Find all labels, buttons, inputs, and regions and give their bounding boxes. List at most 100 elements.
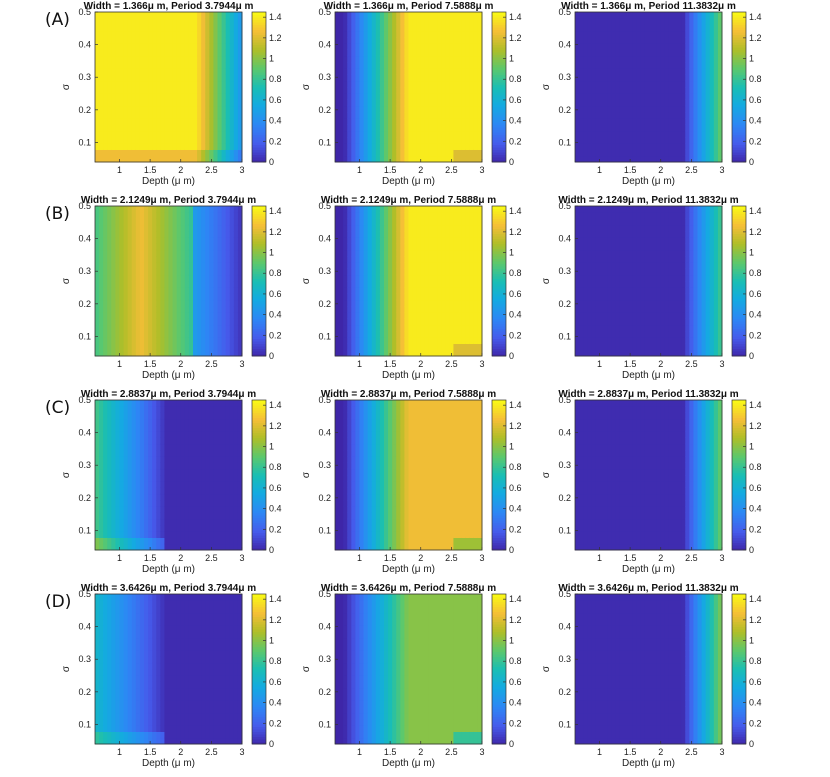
colorbar-segment <box>732 134 746 138</box>
heatmap-cell <box>172 249 178 257</box>
heatmap-cell <box>437 231 442 238</box>
heatmap-cell <box>579 218 584 226</box>
heatmap-cell <box>127 55 133 63</box>
heatmap-cell <box>160 87 165 94</box>
heatmap-cell <box>131 12 137 19</box>
heatmap-cell <box>180 149 186 157</box>
heatmap-cell <box>599 49 605 57</box>
heatmap-cell <box>115 349 120 357</box>
colorbar-segment <box>732 79 746 83</box>
heatmap-cell <box>371 268 377 276</box>
heatmap-cell <box>107 318 112 326</box>
heatmap-cell <box>660 143 666 150</box>
heatmap-cell <box>457 218 463 226</box>
heatmap-cell <box>168 105 174 113</box>
colorbar-segment <box>492 62 506 65</box>
heatmap-cell <box>205 12 210 19</box>
heatmap-cell <box>343 349 348 357</box>
heatmap-cell <box>152 62 157 69</box>
heatmap-cell <box>396 331 401 338</box>
heatmap-cell <box>591 224 596 232</box>
heatmap-cell <box>95 262 100 269</box>
heatmap-cell <box>428 337 434 344</box>
heatmap-cell <box>135 293 141 301</box>
heatmap-cell <box>172 124 178 132</box>
heatmap-cell <box>424 112 430 119</box>
heatmap-cell <box>587 262 592 269</box>
heatmap-cell <box>408 55 414 63</box>
heatmap-cell <box>107 331 112 338</box>
heatmap-cell <box>424 337 430 344</box>
colorbar-segment <box>252 119 266 123</box>
heatmap-cell <box>433 312 438 319</box>
heatmap-cell <box>388 318 393 326</box>
heatmap-cell <box>457 337 463 344</box>
heatmap-cell <box>607 18 613 25</box>
colorbar-segment <box>252 44 266 48</box>
colorbar-segment <box>732 129 746 133</box>
heatmap-cell <box>689 37 694 44</box>
heatmap-cell <box>441 237 446 244</box>
heatmap-cell <box>144 331 149 338</box>
heatmap-cell <box>139 343 145 351</box>
heatmap-cell <box>343 343 348 351</box>
heatmap-cell <box>697 55 703 63</box>
heatmap-cell <box>705 55 711 63</box>
colorbar-segment <box>252 47 266 50</box>
heatmap-cell <box>193 124 198 132</box>
heatmap-cell <box>359 331 365 338</box>
heatmap-cell <box>221 24 227 32</box>
heatmap-cell <box>575 93 580 100</box>
colorbar-segment <box>252 49 266 53</box>
heatmap-cell <box>384 337 389 344</box>
y-tick-label: 0.3 <box>318 72 331 82</box>
colorbar-segment <box>492 29 506 33</box>
heatmap-cell <box>640 143 645 150</box>
heatmap-cell <box>424 30 430 38</box>
heatmap-cell <box>225 262 231 269</box>
heatmap-cell <box>131 30 137 38</box>
heatmap-cell <box>131 324 137 332</box>
heatmap-cell <box>624 112 629 119</box>
heatmap-cell <box>664 99 670 107</box>
heatmap-cell <box>628 112 633 119</box>
heatmap-cell <box>599 130 605 138</box>
heatmap-cell <box>139 293 145 301</box>
heatmap-cell <box>681 74 686 82</box>
heatmap-cell <box>579 343 584 351</box>
heatmap-cell <box>172 112 178 119</box>
colorbar-segment <box>492 49 506 53</box>
heatmap-cell <box>152 343 157 351</box>
heatmap-cell <box>371 99 377 107</box>
heatmap-cell <box>135 30 141 38</box>
heatmap-cell <box>384 324 389 332</box>
heatmap-cell <box>628 37 633 44</box>
heatmap-cell <box>477 30 483 38</box>
heatmap-cell <box>420 281 426 288</box>
heatmap-cell <box>176 49 182 57</box>
heatmap-cell <box>193 206 198 213</box>
heatmap-cell <box>656 93 662 100</box>
heatmap-cell <box>408 206 414 213</box>
heatmap-cell <box>457 80 463 88</box>
heatmap-cell <box>156 343 161 351</box>
heatmap-cell <box>363 55 369 63</box>
heatmap-cell <box>131 112 137 119</box>
heatmap-cell <box>437 149 442 157</box>
heatmap-cell <box>229 256 235 263</box>
heatmap-cell <box>599 155 605 163</box>
heatmap-cell <box>139 112 145 119</box>
heatmap-cell <box>184 155 190 163</box>
heatmap-cell <box>428 105 434 113</box>
heatmap-cell <box>205 87 210 94</box>
heatmap-cell <box>221 256 227 263</box>
heatmap-cell <box>619 49 625 57</box>
colorbar-segment <box>252 328 266 332</box>
heatmap-cell <box>656 30 662 38</box>
heatmap-cell <box>111 312 116 319</box>
heatmap-cell <box>607 87 613 94</box>
heatmap-cell <box>99 87 104 94</box>
heatmap-cell <box>461 68 467 75</box>
heatmap-cell <box>95 137 100 144</box>
colorbar-segment <box>732 112 746 115</box>
